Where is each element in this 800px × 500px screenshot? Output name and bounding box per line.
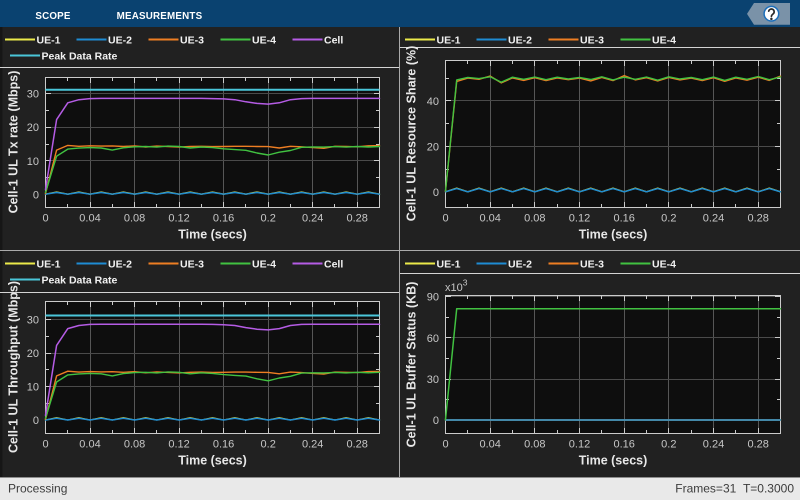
svg-text:0.2: 0.2: [661, 213, 676, 225]
svg-text:UE-4: UE-4: [252, 258, 276, 270]
svg-text:0: 0: [442, 213, 448, 225]
svg-text:0.24: 0.24: [302, 439, 323, 451]
svg-text:0: 0: [442, 439, 448, 451]
svg-text:0.08: 0.08: [124, 213, 145, 225]
svg-text:0.28: 0.28: [346, 439, 367, 451]
svg-text:UE-4: UE-4: [252, 34, 276, 46]
svg-text:UE-1: UE-1: [437, 258, 461, 270]
svg-text:Peak Data Rate: Peak Data Rate: [42, 274, 118, 286]
svg-text:0.12: 0.12: [569, 439, 590, 451]
svg-text:0.12: 0.12: [168, 213, 189, 225]
svg-text:Cell-1 UL Resource Share (%): Cell-1 UL Resource Share (%): [405, 46, 419, 222]
svg-text:Cell-1 UL Tx rate (Mbps): Cell-1 UL Tx rate (Mbps): [7, 71, 21, 214]
svg-text:UE-3: UE-3: [180, 258, 204, 270]
svg-text:30: 30: [27, 89, 39, 101]
svg-text:0: 0: [433, 187, 439, 199]
svg-text:UE-2: UE-2: [508, 34, 532, 46]
svg-text:0.28: 0.28: [747, 439, 768, 451]
svg-text:0: 0: [42, 439, 48, 451]
svg-text:UE-2: UE-2: [508, 258, 532, 270]
svg-text:Frames=31 T=0.3000: Frames=31 T=0.3000: [675, 482, 794, 496]
svg-text:0.04: 0.04: [479, 213, 500, 225]
svg-text:0.24: 0.24: [302, 213, 323, 225]
svg-text:0.24: 0.24: [703, 213, 724, 225]
svg-text:UE-1: UE-1: [37, 34, 61, 46]
svg-text:10: 10: [27, 156, 39, 168]
svg-text:60: 60: [427, 333, 439, 345]
svg-text:UE-3: UE-3: [580, 258, 604, 270]
svg-text:Cell-1 UL Buffer Status (KB): Cell-1 UL Buffer Status (KB): [405, 282, 419, 448]
svg-text:MEASUREMENTS: MEASUREMENTS: [117, 11, 203, 22]
svg-text:x103: x103: [445, 278, 468, 295]
svg-text:0: 0: [33, 415, 39, 427]
svg-text:0.08: 0.08: [124, 439, 145, 451]
svg-text:UE-4: UE-4: [652, 34, 676, 46]
svg-text:0: 0: [42, 213, 48, 225]
svg-text:0.04: 0.04: [479, 439, 500, 451]
svg-text:0.16: 0.16: [613, 439, 634, 451]
svg-text:SCOPE: SCOPE: [35, 11, 71, 22]
svg-text:0.16: 0.16: [613, 213, 634, 225]
svg-text:UE-1: UE-1: [37, 258, 61, 270]
svg-text:20: 20: [27, 122, 39, 134]
svg-text:0: 0: [33, 189, 39, 201]
svg-text:Time (secs): Time (secs): [579, 227, 648, 241]
svg-text:UE-1: UE-1: [437, 34, 461, 46]
svg-text:0: 0: [433, 415, 439, 427]
svg-text:UE-2: UE-2: [108, 258, 132, 270]
svg-text:0.2: 0.2: [261, 213, 276, 225]
svg-text:20: 20: [427, 141, 439, 153]
svg-text:UE-3: UE-3: [180, 34, 204, 46]
svg-text:0.2: 0.2: [261, 439, 276, 451]
svg-text:10: 10: [27, 382, 39, 394]
svg-text:0.12: 0.12: [569, 213, 590, 225]
svg-text:0.12: 0.12: [168, 439, 189, 451]
svg-text:Time (secs): Time (secs): [579, 453, 648, 467]
svg-text:Cell-1 UL Throughput (Mbps): Cell-1 UL Throughput (Mbps): [7, 281, 21, 453]
svg-text:0.04: 0.04: [79, 439, 100, 451]
svg-text:Time (secs): Time (secs): [178, 227, 247, 241]
svg-text:30: 30: [27, 314, 39, 326]
svg-text:0.08: 0.08: [524, 213, 545, 225]
svg-text:0.16: 0.16: [213, 213, 234, 225]
svg-text:30: 30: [427, 374, 439, 386]
svg-text:90: 90: [427, 292, 439, 304]
svg-text:40: 40: [427, 96, 439, 108]
svg-text:UE-3: UE-3: [580, 34, 604, 46]
svg-text:Peak Data Rate: Peak Data Rate: [42, 50, 118, 62]
svg-text:Cell: Cell: [324, 258, 343, 270]
svg-text:Cell: Cell: [324, 34, 343, 46]
svg-text:0.04: 0.04: [79, 213, 100, 225]
svg-text:0.08: 0.08: [524, 439, 545, 451]
svg-text:0.28: 0.28: [747, 213, 768, 225]
svg-text:0.2: 0.2: [661, 439, 676, 451]
svg-text:0.24: 0.24: [703, 439, 724, 451]
svg-text:Processing: Processing: [8, 482, 67, 496]
svg-text:0.16: 0.16: [213, 439, 234, 451]
svg-text:Time (secs): Time (secs): [178, 453, 247, 467]
svg-text:UE-2: UE-2: [108, 34, 132, 46]
svg-text:0.28: 0.28: [346, 213, 367, 225]
svg-text:20: 20: [27, 348, 39, 360]
svg-text:UE-4: UE-4: [652, 258, 676, 270]
